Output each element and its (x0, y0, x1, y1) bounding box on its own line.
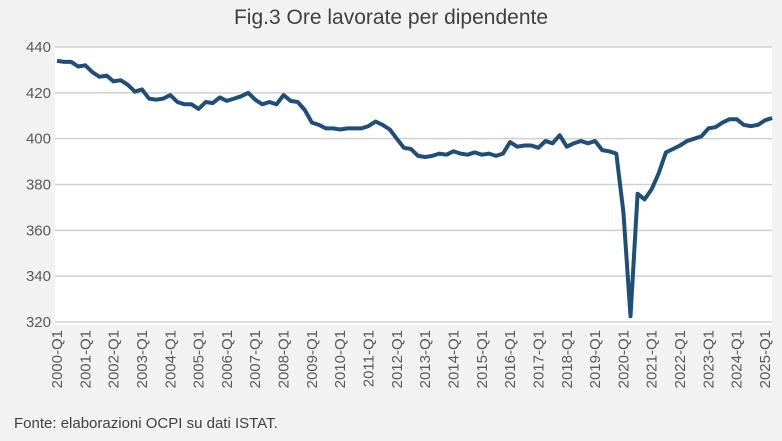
source-note: Fonte: elaborazioni OCPI su dati ISTAT. (14, 415, 278, 432)
y-tick-label: 320 (26, 314, 51, 331)
x-tick-label: 2018-Q1 (559, 330, 576, 388)
x-tick-label: 2016-Q1 (502, 330, 519, 388)
x-tick-label: 2007-Q1 (247, 330, 264, 388)
x-tick-label: 2001-Q1 (77, 330, 94, 388)
x-tick-label: 2023-Q1 (700, 330, 717, 388)
series-line (56, 58, 773, 319)
x-tick-label: 2014-Q1 (445, 330, 462, 388)
y-tick-label: 360 (26, 222, 51, 239)
x-tick-label: 2000-Q1 (49, 330, 66, 388)
chart-title: Fig.3 Ore lavorate per dipendente (233, 6, 549, 29)
x-tick-label: 2011-Q1 (361, 330, 378, 387)
x-tick-label: 2003-Q1 (134, 330, 151, 388)
x-tick-label: 2013-Q1 (417, 330, 434, 388)
y-tick-label: 440 (26, 39, 51, 56)
x-tick-label: 2010-Q1 (332, 330, 349, 388)
x-tick-label: 2017-Q1 (530, 330, 547, 388)
x-tick-label: 2015-Q1 (474, 330, 491, 388)
x-tick-label: 2024-Q1 (729, 330, 746, 388)
x-tick-label: 2004-Q1 (162, 330, 179, 388)
y-tick-label: 340 (26, 268, 51, 285)
x-tick-label: 2025-Q1 (757, 330, 774, 388)
y-tick-label: 400 (26, 131, 51, 148)
x-tick-label: 2005-Q1 (191, 330, 208, 388)
x-tick-label: 2012-Q1 (389, 330, 406, 388)
x-tick-label: 2020-Q1 (615, 330, 632, 388)
x-tick-label: 2019-Q1 (587, 330, 604, 388)
x-tick-label: 2009-Q1 (304, 330, 321, 388)
x-tick-label: 2002-Q1 (106, 330, 123, 388)
y-tick-label: 380 (26, 177, 51, 194)
x-tick-label: 2008-Q1 (276, 330, 293, 388)
x-tick-label: 2006-Q1 (219, 330, 236, 388)
plot-area (55, 47, 772, 325)
x-tick-label: 2022-Q1 (672, 330, 689, 388)
x-tick-label: 2021-Q1 (644, 330, 661, 388)
y-tick-label: 420 (26, 85, 51, 102)
